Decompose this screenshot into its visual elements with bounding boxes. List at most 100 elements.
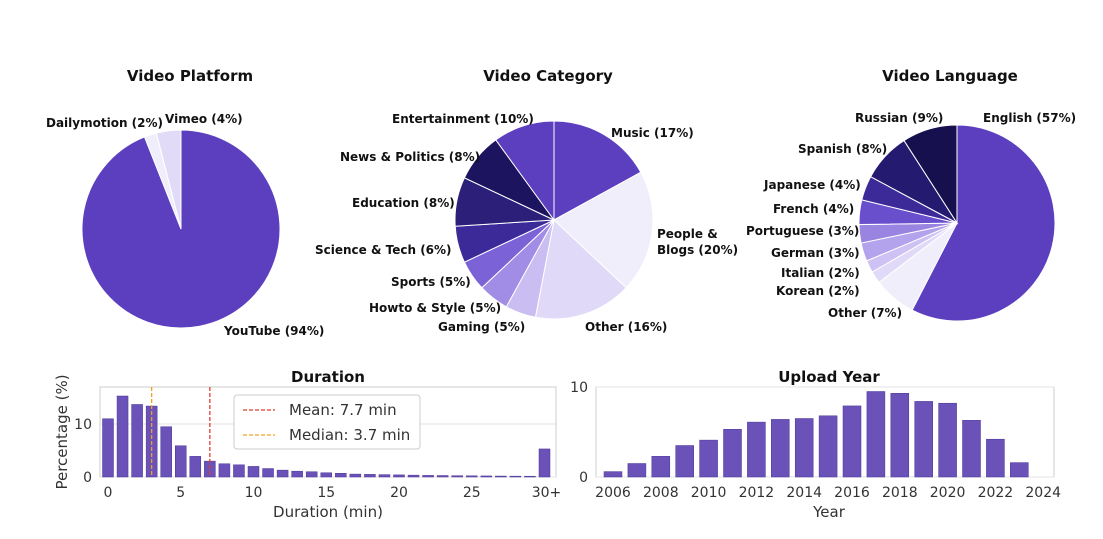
bar bbox=[335, 473, 347, 478]
bar bbox=[276, 469, 289, 478]
bar bbox=[349, 473, 362, 478]
pie-label: News & Politics (8%) bbox=[340, 150, 480, 164]
bar bbox=[436, 475, 449, 478]
x-tick-label: 5 bbox=[176, 485, 185, 501]
bar bbox=[771, 419, 790, 478]
y-tick-label: 10 bbox=[74, 417, 92, 433]
pie-label: Science & Tech (6%) bbox=[315, 243, 452, 257]
legend-median-label: Median: 3.7 min bbox=[289, 426, 410, 444]
x-tick-label: 20 bbox=[390, 485, 408, 501]
x-axis-label: Duration (min) bbox=[273, 503, 383, 521]
pie-label: German (3%) bbox=[771, 246, 860, 260]
pie-slices bbox=[858, 124, 1056, 322]
pie-label: Korean (2%) bbox=[776, 284, 860, 298]
x-tick-label: 25 bbox=[463, 485, 481, 501]
bar bbox=[495, 475, 507, 478]
bar bbox=[218, 463, 231, 478]
x-tick-label: 2006 bbox=[595, 485, 631, 501]
y-tick-label: 0 bbox=[83, 470, 92, 486]
bar bbox=[890, 393, 910, 478]
x-tick-label: 2014 bbox=[786, 485, 822, 501]
bar bbox=[233, 464, 245, 478]
pie-label: Other (16%) bbox=[585, 320, 667, 334]
x-tick-label: 2022 bbox=[978, 485, 1014, 501]
bar bbox=[393, 474, 405, 478]
pie-chart-category: Video Category Music (17%) People & Blog… bbox=[315, 67, 738, 334]
bar-chart-upload-year: Upload Year 0 10 2006 2008 2010 2012 2014 2016 2… bbox=[570, 368, 1061, 521]
pie-chart-language: Video Language English (57%) Other (7%) … bbox=[746, 67, 1076, 322]
x-tick-label: 10 bbox=[245, 485, 263, 501]
bar bbox=[160, 426, 172, 478]
bar bbox=[480, 475, 493, 478]
pie-label: Dailymotion (2%) bbox=[46, 116, 163, 130]
bar bbox=[305, 471, 318, 478]
bar bbox=[962, 420, 981, 478]
x-tick-label: 2010 bbox=[691, 485, 727, 501]
x-tick-label: 2012 bbox=[739, 485, 775, 501]
bar bbox=[116, 395, 129, 478]
pie-slice bbox=[534, 219, 627, 320]
pie-slice bbox=[553, 120, 642, 221]
x-tick-label: 30+ bbox=[532, 485, 562, 501]
bar bbox=[723, 429, 742, 478]
bar bbox=[794, 418, 814, 478]
bar bbox=[603, 471, 623, 478]
pie-chart-platform: Video Platform YouTube (94%) Dailymotion… bbox=[46, 67, 324, 338]
pie-label: People & bbox=[657, 227, 718, 241]
pie-slice bbox=[495, 120, 555, 222]
pie-slice bbox=[553, 171, 654, 289]
legend-box bbox=[233, 394, 421, 450]
bar bbox=[320, 472, 332, 478]
bar bbox=[1010, 462, 1029, 478]
legend: Mean: 7.7 min Median: 3.7 min bbox=[233, 394, 421, 450]
chart-title: Upload Year bbox=[778, 368, 880, 386]
bar bbox=[866, 391, 886, 478]
pie-label: Vimeo (4%) bbox=[165, 112, 243, 126]
bar bbox=[189, 456, 202, 478]
pie-slices bbox=[454, 120, 654, 320]
bar bbox=[509, 475, 522, 478]
bar bbox=[818, 415, 838, 478]
pie-label: Education (8%) bbox=[352, 196, 455, 210]
bar bbox=[407, 474, 420, 478]
bar bbox=[938, 402, 957, 478]
pie-label: Russian (9%) bbox=[855, 111, 943, 125]
bar bbox=[675, 445, 694, 478]
pie-label: YouTube (94%) bbox=[223, 324, 324, 338]
pie-label: Italian (2%) bbox=[781, 266, 860, 280]
bar bbox=[102, 418, 114, 478]
x-tick-label: 2020 bbox=[930, 485, 966, 501]
bar bbox=[699, 439, 718, 478]
bar bbox=[247, 466, 260, 478]
bar bbox=[422, 475, 434, 478]
pie-slice bbox=[903, 124, 958, 225]
x-tick-label: 0 bbox=[104, 485, 113, 501]
chart-title: Duration bbox=[291, 368, 365, 386]
bar bbox=[364, 474, 376, 478]
x-axis-label: Year bbox=[812, 503, 846, 521]
legend-mean-label: Mean: 7.7 min bbox=[289, 401, 397, 419]
pie-label: Portuguese (3%) bbox=[746, 224, 859, 238]
bar bbox=[914, 401, 933, 478]
pie-label: Spanish (8%) bbox=[798, 142, 887, 156]
bar bbox=[131, 404, 143, 478]
pie-slice bbox=[155, 129, 182, 230]
x-tick-label: 15 bbox=[317, 485, 335, 501]
x-tick-label: 2008 bbox=[643, 485, 679, 501]
bar bbox=[378, 474, 391, 478]
pie-label: Sports (5%) bbox=[391, 275, 471, 289]
pie-slice bbox=[911, 124, 1056, 322]
chart-title: Video Category bbox=[483, 67, 613, 85]
pie-slices bbox=[81, 129, 281, 329]
plot-area: 0 10 2006 2008 2010 2012 2014 2016 2018 2020 2022 2… bbox=[570, 380, 1061, 501]
pie-label: French (4%) bbox=[773, 202, 854, 216]
bar bbox=[451, 475, 463, 478]
bar bbox=[651, 456, 671, 478]
bar-chart-duration: Duration 0 10 0 5 10 15 20 25 30+ Duration (min)… bbox=[53, 368, 561, 521]
pie-label: Music (17%) bbox=[611, 126, 694, 140]
y-tick-label: 0 bbox=[579, 470, 588, 486]
pie-label: Blogs (20%) bbox=[657, 243, 738, 257]
pie-label: Japanese (4%) bbox=[763, 178, 861, 192]
bar bbox=[175, 445, 187, 478]
